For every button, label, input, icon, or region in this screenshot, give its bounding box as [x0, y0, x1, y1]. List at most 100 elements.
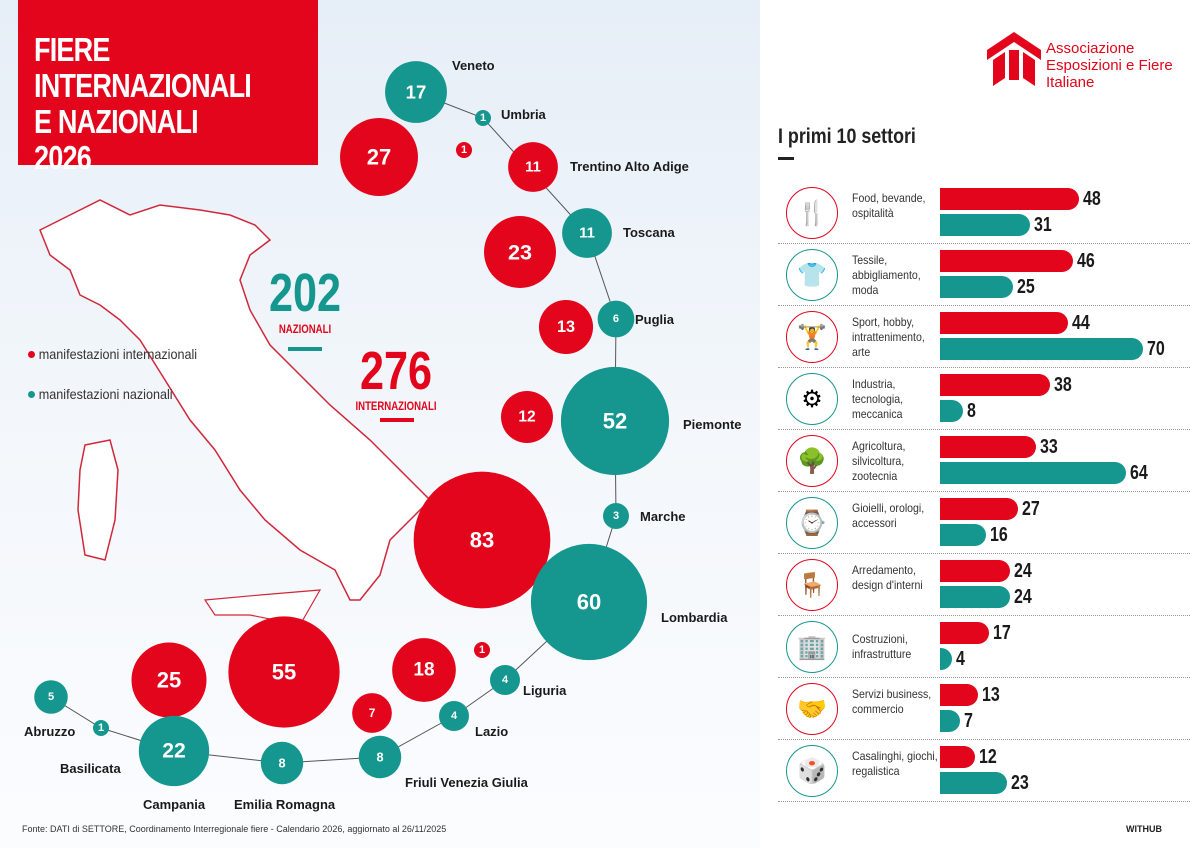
internazionali-bubble: [538, 299, 594, 355]
logo-line: Italiane: [1046, 74, 1095, 91]
internazionali-value: 13: [981, 684, 1000, 706]
nazionali-bubble: [603, 503, 629, 529]
legend-internazionali: manifestazioni internazionali: [28, 346, 216, 362]
nazionali-value: 11: [579, 225, 595, 242]
fork-spoon-icon: 🍴: [786, 187, 838, 239]
internazionali-value: 1: [479, 644, 485, 656]
aefi-logo: [987, 32, 1041, 86]
sector-label: Arredamento, design d'interni: [852, 562, 923, 592]
sectors-title: I primi 10 settori: [778, 125, 916, 148]
nazionali-bubble: [138, 715, 210, 787]
nazionali-bubble: [475, 110, 491, 126]
region-label: Friuli Venezia Giulia: [405, 775, 529, 790]
internazionali-bar: [940, 684, 978, 706]
internazionali-value: 12: [978, 746, 997, 768]
nazionali-value: 4: [955, 648, 965, 670]
region-label: Emilia Romagna: [234, 797, 336, 812]
sector-row: 🏋 Sport, hobby, intrattenimento, arte 44 70: [778, 306, 1190, 368]
nazionali-value: 7: [964, 710, 974, 732]
internazionali-value: 13: [557, 318, 575, 336]
nazionali-bubble: [439, 701, 469, 731]
nazionali-value: 8: [376, 750, 383, 765]
building-icon: 🏢: [786, 621, 838, 673]
nazionali-value: 60: [577, 590, 601, 615]
nazionali-value: 24: [1013, 586, 1032, 608]
page-title: FIERE INTERNAZIONALI E NAZIONALI 2026: [18, 0, 318, 176]
internazionali-value: 44: [1071, 312, 1090, 334]
nazionali-bubble: [562, 208, 612, 258]
title-line: FIERE: [34, 31, 110, 68]
internazionali-underline: [380, 418, 414, 422]
nazionali-bubble: [385, 61, 447, 123]
legend-dot: [28, 351, 35, 358]
nazionali-bubble: [260, 741, 304, 785]
sector-row: 🌳 Agricoltura, silvicoltura, zootecnia 33 6…: [778, 430, 1190, 492]
region-label: Veneto: [452, 58, 495, 73]
legend-dot: [28, 391, 35, 398]
internazionali-value: 1: [461, 144, 467, 156]
brand-label: WITHUB: [1126, 824, 1162, 834]
nazionali-underline: [288, 347, 322, 351]
sector-row: 🍴 Food, bevande, ospitalità 48 31: [778, 182, 1190, 244]
sector-row: 🤝 Servizi business, commercio 13 7: [778, 678, 1190, 740]
sector-row: ⌚ Gioielli, orologi, accessori 27 16: [778, 492, 1190, 554]
region-label: Piemonte: [683, 417, 742, 432]
nazionali-value: 17: [406, 82, 427, 103]
nazionali-bubble: [560, 366, 670, 476]
nazionali-value: 31: [1033, 214, 1052, 236]
sector-row: 🎲 Casalinghi, giochi, regalistica 12 23: [778, 740, 1190, 802]
internazionali-value: 48: [1083, 188, 1101, 210]
farm-icon: 🌳: [786, 435, 838, 487]
internazionali-bubble: [228, 616, 340, 728]
sector-label: Servizi business, commercio: [852, 686, 932, 716]
tshirt-icon: 👕: [786, 249, 838, 301]
region-label: Campania: [143, 797, 206, 812]
nazionali-bubble: [34, 680, 68, 714]
sector-label: Food, bevande, ospitalità: [852, 190, 926, 220]
nazionali-total: 202: [268, 263, 342, 323]
internazionali-value: 83: [470, 528, 494, 553]
internazionali-bubble: [413, 471, 551, 609]
internazionali-value: 24: [1013, 560, 1032, 582]
internazionali-bar: [940, 622, 990, 644]
region-label: Basilicata: [60, 761, 121, 776]
internazionali-value: 23: [508, 240, 532, 265]
nazionali-value: 22: [162, 740, 185, 763]
legend-label: manifestazioni nazionali: [38, 386, 173, 402]
internazionali-value: 7: [369, 706, 376, 720]
internazionali-bar: [940, 498, 1019, 520]
nazionali-value: 25: [1016, 276, 1035, 298]
legend-nazionali: manifestazioni nazionali: [28, 386, 189, 402]
nazionali-bar: [940, 524, 987, 546]
logo-line: Esposizioni e Fiere: [1046, 57, 1173, 74]
internazionali-bubble: [131, 642, 207, 718]
nazionali-value: 3: [613, 510, 619, 522]
internazionali-value: 38: [1054, 374, 1072, 396]
internazionali-total: 276: [359, 341, 433, 401]
chair-icon: 🪑: [786, 559, 838, 611]
internazionali-total-label: INTERNAZIONALI: [355, 399, 437, 413]
region-label: Liguria: [523, 683, 567, 698]
sector-row: ⚙ Industria, tecnologia, meccanica 38 8: [778, 368, 1190, 430]
nazionali-bar: [940, 462, 1126, 484]
nazionali-bubble: [358, 735, 402, 779]
nazionali-value: 64: [1129, 462, 1148, 484]
sector-label: Industria, tecnologia, meccanica: [852, 376, 904, 421]
watch-icon: ⌚: [786, 497, 838, 549]
sector-label: Agricoltura, silvicoltura, zootecnia: [852, 438, 906, 483]
nazionali-value: 4: [502, 674, 509, 686]
internazionali-value: 55: [272, 660, 296, 685]
internazionali-bar: [940, 560, 1010, 582]
nazionali-bubble: [530, 543, 648, 661]
internazionali-bubble: [474, 642, 490, 658]
internazionali-value: 27: [1022, 498, 1041, 520]
nazionali-total-label: NAZIONALI: [278, 322, 332, 336]
internazionali-bar: [940, 188, 1080, 210]
sector-label: Tessile, abbigliamento, moda: [852, 252, 921, 297]
region-label: Abruzzo: [24, 724, 75, 739]
nazionali-value: 8: [967, 400, 977, 422]
italy-map: [39, 199, 432, 601]
internazionali-value: 46: [1077, 250, 1096, 272]
internazionali-bubble: [501, 391, 553, 443]
